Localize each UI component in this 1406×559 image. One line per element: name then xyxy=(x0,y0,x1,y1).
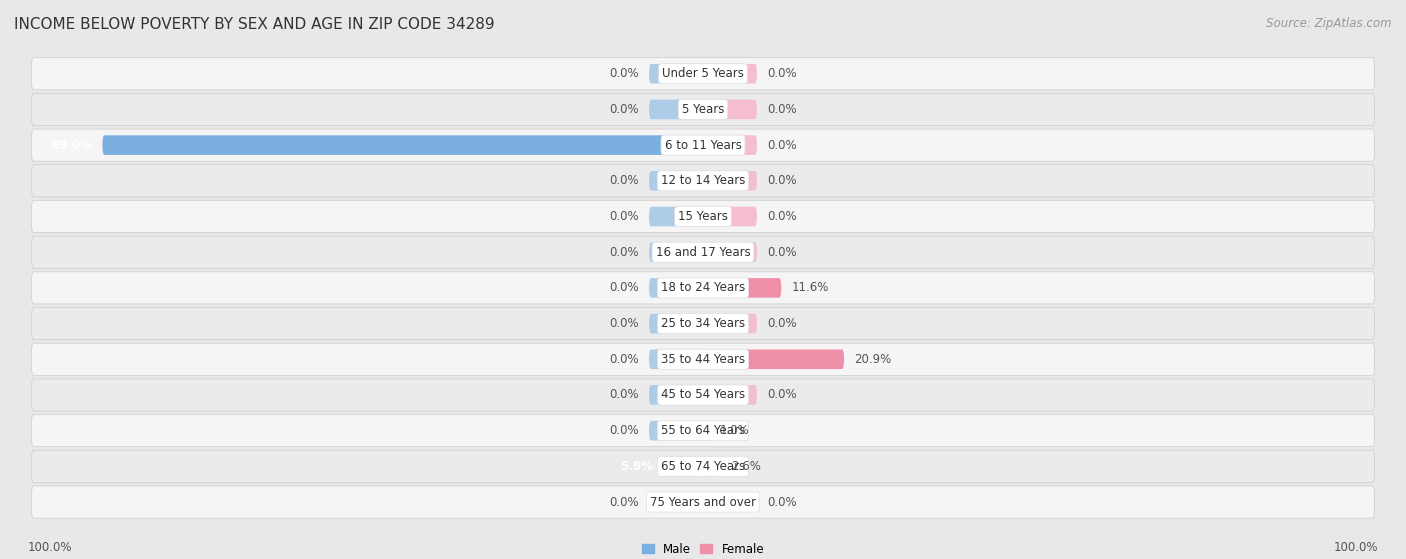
Legend: Male, Female: Male, Female xyxy=(637,538,769,559)
Text: 25 to 34 Years: 25 to 34 Years xyxy=(661,317,745,330)
FancyBboxPatch shape xyxy=(664,457,703,476)
FancyBboxPatch shape xyxy=(31,165,1375,197)
FancyBboxPatch shape xyxy=(650,314,703,333)
FancyBboxPatch shape xyxy=(703,314,756,333)
Text: 11.6%: 11.6% xyxy=(792,281,828,295)
FancyBboxPatch shape xyxy=(31,415,1375,447)
Text: 0.0%: 0.0% xyxy=(768,67,797,80)
Text: Source: ZipAtlas.com: Source: ZipAtlas.com xyxy=(1267,17,1392,30)
Text: 12 to 14 Years: 12 to 14 Years xyxy=(661,174,745,187)
FancyBboxPatch shape xyxy=(703,135,756,155)
Text: 0.0%: 0.0% xyxy=(609,174,638,187)
Text: 0.0%: 0.0% xyxy=(768,389,797,401)
FancyBboxPatch shape xyxy=(703,64,756,83)
Text: 0.0%: 0.0% xyxy=(609,210,638,223)
FancyBboxPatch shape xyxy=(703,457,720,476)
Text: Under 5 Years: Under 5 Years xyxy=(662,67,744,80)
Text: 1.0%: 1.0% xyxy=(720,424,749,437)
FancyBboxPatch shape xyxy=(31,129,1375,161)
FancyBboxPatch shape xyxy=(31,93,1375,126)
Text: 0.0%: 0.0% xyxy=(609,67,638,80)
Text: 0.0%: 0.0% xyxy=(609,389,638,401)
FancyBboxPatch shape xyxy=(703,492,756,512)
Text: 100.0%: 100.0% xyxy=(28,541,73,555)
Text: 15 Years: 15 Years xyxy=(678,210,728,223)
FancyBboxPatch shape xyxy=(703,243,756,262)
FancyBboxPatch shape xyxy=(31,486,1375,518)
Text: 100.0%: 100.0% xyxy=(1333,541,1378,555)
Text: 0.0%: 0.0% xyxy=(609,317,638,330)
Text: 45 to 54 Years: 45 to 54 Years xyxy=(661,389,745,401)
FancyBboxPatch shape xyxy=(31,379,1375,411)
Text: 5 Years: 5 Years xyxy=(682,103,724,116)
Text: 5.9%: 5.9% xyxy=(620,460,652,473)
FancyBboxPatch shape xyxy=(703,421,710,440)
Text: 0.0%: 0.0% xyxy=(768,317,797,330)
FancyBboxPatch shape xyxy=(650,207,703,226)
Text: 0.0%: 0.0% xyxy=(768,210,797,223)
Text: 65 to 74 Years: 65 to 74 Years xyxy=(661,460,745,473)
Text: 0.0%: 0.0% xyxy=(768,246,797,259)
FancyBboxPatch shape xyxy=(650,171,703,191)
Text: 0.0%: 0.0% xyxy=(609,281,638,295)
Text: 18 to 24 Years: 18 to 24 Years xyxy=(661,281,745,295)
Text: 6 to 11 Years: 6 to 11 Years xyxy=(665,139,741,151)
FancyBboxPatch shape xyxy=(650,278,703,298)
Text: 55 to 64 Years: 55 to 64 Years xyxy=(661,424,745,437)
FancyBboxPatch shape xyxy=(31,236,1375,268)
FancyBboxPatch shape xyxy=(703,207,756,226)
FancyBboxPatch shape xyxy=(650,421,703,440)
Text: 0.0%: 0.0% xyxy=(768,495,797,509)
FancyBboxPatch shape xyxy=(703,349,844,369)
Text: 75 Years and over: 75 Years and over xyxy=(650,495,756,509)
FancyBboxPatch shape xyxy=(703,171,756,191)
Text: 0.0%: 0.0% xyxy=(609,424,638,437)
Text: 0.0%: 0.0% xyxy=(609,246,638,259)
FancyBboxPatch shape xyxy=(650,100,703,119)
Text: 0.0%: 0.0% xyxy=(768,103,797,116)
Text: 0.0%: 0.0% xyxy=(768,139,797,151)
Text: 0.0%: 0.0% xyxy=(609,103,638,116)
FancyBboxPatch shape xyxy=(650,385,703,405)
Text: 0.0%: 0.0% xyxy=(609,353,638,366)
FancyBboxPatch shape xyxy=(703,278,782,298)
FancyBboxPatch shape xyxy=(703,385,756,405)
Text: 0.0%: 0.0% xyxy=(609,495,638,509)
Text: 16 and 17 Years: 16 and 17 Years xyxy=(655,246,751,259)
FancyBboxPatch shape xyxy=(650,349,703,369)
FancyBboxPatch shape xyxy=(650,492,703,512)
FancyBboxPatch shape xyxy=(103,135,703,155)
FancyBboxPatch shape xyxy=(31,58,1375,90)
FancyBboxPatch shape xyxy=(31,451,1375,482)
FancyBboxPatch shape xyxy=(650,64,703,83)
Text: 20.9%: 20.9% xyxy=(855,353,891,366)
Text: 35 to 44 Years: 35 to 44 Years xyxy=(661,353,745,366)
FancyBboxPatch shape xyxy=(31,201,1375,233)
FancyBboxPatch shape xyxy=(31,307,1375,340)
Text: INCOME BELOW POVERTY BY SEX AND AGE IN ZIP CODE 34289: INCOME BELOW POVERTY BY SEX AND AGE IN Z… xyxy=(14,17,495,32)
FancyBboxPatch shape xyxy=(31,272,1375,304)
FancyBboxPatch shape xyxy=(650,243,703,262)
Text: 2.6%: 2.6% xyxy=(731,460,761,473)
Text: 89.0%: 89.0% xyxy=(51,139,93,151)
FancyBboxPatch shape xyxy=(31,343,1375,375)
Text: 0.0%: 0.0% xyxy=(768,174,797,187)
FancyBboxPatch shape xyxy=(703,100,756,119)
